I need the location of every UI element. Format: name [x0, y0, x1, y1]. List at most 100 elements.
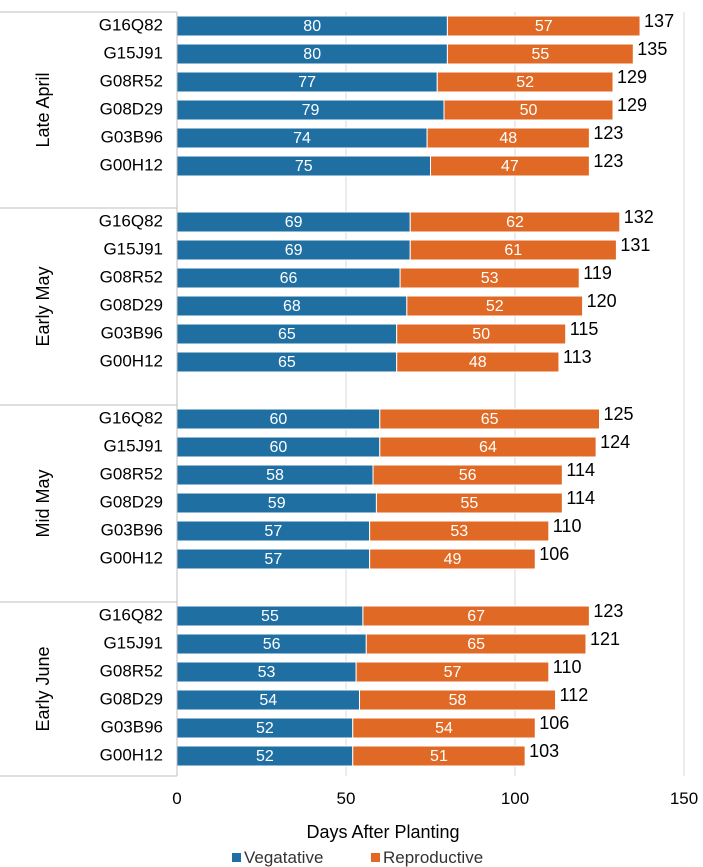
- data-label-vegetative: 57: [264, 551, 282, 568]
- bar-reproductive: [355, 661, 550, 683]
- group-label: Early May: [33, 266, 53, 346]
- bar-reproductive: [362, 605, 590, 627]
- data-label-reproductive: 53: [450, 523, 468, 540]
- total-label: 120: [587, 291, 617, 311]
- total-label: 103: [529, 741, 559, 761]
- data-label-reproductive: 57: [444, 664, 462, 681]
- data-label-reproductive: 52: [516, 74, 534, 91]
- legend: Vegatative Reproductive: [232, 848, 483, 867]
- data-label-reproductive: 51: [430, 748, 448, 765]
- bars: [176, 15, 641, 767]
- data-label-vegetative: 60: [270, 439, 288, 456]
- category-label: G03B96: [101, 127, 163, 146]
- data-label-reproductive: 49: [444, 551, 462, 568]
- category-label: G00H12: [100, 351, 163, 370]
- total-label: 115: [570, 319, 599, 339]
- bar-reproductive: [352, 717, 536, 739]
- category-label: G00H12: [100, 548, 163, 567]
- total-label: 110: [553, 516, 582, 536]
- bar-reproductive: [399, 267, 580, 289]
- total-labels: 137 135 129 129 123 123 132 131 119 120 115 113 125 1…: [529, 11, 674, 761]
- legend-label-vegetative: Vegatative: [244, 848, 323, 867]
- total-label: 106: [539, 544, 569, 564]
- data-label-vegetative: 58: [266, 467, 284, 484]
- data-label-reproductive: 55: [531, 46, 549, 63]
- category-axis: Late April G16Q82 G15J91 G08R52 G08D29 G03B96…: [0, 11, 178, 777]
- category-label: G15J91: [103, 436, 163, 455]
- total-label: 132: [624, 207, 654, 227]
- total-label: 119: [583, 263, 612, 283]
- data-label-vegetative: 56: [263, 636, 281, 653]
- data-label-vegetative: 77: [298, 74, 316, 91]
- bar-reproductive: [359, 689, 557, 711]
- bar-reproductive: [369, 520, 550, 542]
- category-label: G08D29: [100, 295, 163, 314]
- x-tick-label: 0: [172, 789, 181, 808]
- total-label: 123: [593, 151, 623, 171]
- category-label: G16Q82: [99, 15, 163, 34]
- data-label-reproductive: 62: [506, 214, 524, 231]
- total-label: 114: [566, 460, 595, 480]
- data-label-vegetative: 52: [256, 748, 274, 765]
- total-label: 121: [590, 629, 620, 649]
- x-axis: 0 50 100 150: [172, 789, 698, 808]
- data-label-vegetative: 68: [283, 298, 301, 315]
- bar-reproductive: [436, 71, 614, 93]
- data-label-reproductive: 47: [501, 158, 519, 175]
- group-label: Early June: [33, 646, 53, 731]
- data-label-reproductive: 50: [472, 326, 490, 343]
- data-label-vegetative: 66: [280, 270, 298, 287]
- data-label-vegetative: 69: [285, 242, 303, 259]
- category-label: G15J91: [103, 239, 163, 258]
- x-tick-label: 100: [501, 789, 529, 808]
- bar-reproductive: [396, 351, 560, 373]
- data-label-reproductive: 50: [520, 102, 538, 119]
- total-label: 131: [620, 235, 650, 255]
- data-label-reproductive: 53: [481, 270, 499, 287]
- data-label-reproductive: 61: [504, 242, 522, 259]
- group-label: Late April: [33, 72, 53, 147]
- data-label-reproductive: 48: [499, 130, 517, 147]
- data-label-vegetative: 65: [278, 354, 296, 371]
- category-label: G08D29: [100, 689, 163, 708]
- data-label-vegetative: 57: [264, 523, 282, 540]
- category-label: G08R52: [100, 464, 163, 483]
- category-label: G16Q82: [99, 211, 163, 230]
- bar-reproductive: [443, 99, 614, 121]
- category-label: G15J91: [103, 633, 163, 652]
- data-label-vegetative: 55: [261, 608, 279, 625]
- bar-reproductive: [375, 492, 563, 514]
- total-label: 113: [563, 347, 592, 367]
- data-label-vegetative: 79: [302, 102, 320, 119]
- data-label-vegetative: 52: [256, 720, 274, 737]
- x-tick-label: 50: [337, 789, 356, 808]
- data-label-vegetative: 60: [270, 411, 288, 428]
- bar-reproductive: [409, 211, 621, 233]
- category-label: G16Q82: [99, 408, 163, 427]
- bar-reproductive: [446, 15, 641, 37]
- total-label: 112: [560, 685, 589, 705]
- bar-reproductive: [409, 239, 617, 261]
- total-label: 129: [617, 67, 647, 87]
- data-label-vegetative: 74: [293, 130, 311, 147]
- data-label-reproductive: 64: [479, 439, 497, 456]
- bar-reproductive: [352, 745, 526, 767]
- legend-swatch-reproductive: [371, 853, 380, 862]
- bar-reproductive: [369, 548, 536, 570]
- bar-reproductive: [396, 323, 567, 345]
- bar-reproductive: [379, 408, 600, 430]
- category-label: G08D29: [100, 99, 163, 118]
- category-label: G08R52: [100, 71, 163, 90]
- data-label-reproductive: 65: [467, 636, 485, 653]
- category-label: G00H12: [100, 155, 163, 174]
- data-label-vegetative: 80: [303, 18, 321, 35]
- data-label-reproductive: 54: [435, 720, 453, 737]
- bar-reproductive: [379, 436, 597, 458]
- bar-reproductive: [446, 43, 634, 65]
- data-label-vegetative: 80: [303, 46, 321, 63]
- legend-label-reproductive: Reproductive: [383, 848, 483, 867]
- category-label: G03B96: [101, 717, 163, 736]
- bar-reproductive: [365, 633, 587, 655]
- data-label-vegetative: 75: [295, 158, 313, 175]
